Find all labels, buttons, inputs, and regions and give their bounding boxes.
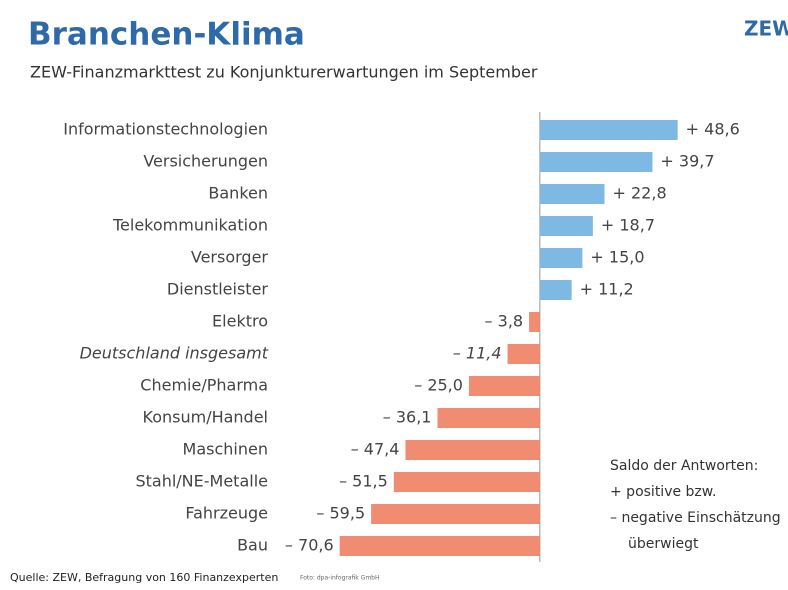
value-label: + 48,6 — [686, 120, 740, 139]
category-label: Deutschland insgesamt — [80, 344, 269, 363]
value-label: + 39,7 — [660, 152, 714, 171]
annotation: – negative Einschätzung — [610, 510, 781, 526]
category-label: Informationstechnologien — [63, 120, 268, 139]
bar — [539, 248, 583, 268]
value-label: + 22,8 — [613, 184, 667, 203]
category-label: Stahl/NE-Metalle — [135, 472, 268, 491]
bar — [405, 440, 540, 460]
value-label: – 36,1 — [383, 408, 432, 427]
annotation: überwiegt — [628, 536, 699, 552]
value-label: + 15,0 — [590, 248, 644, 267]
value-label: – 11,4 — [453, 344, 502, 363]
logo: ZEW — [744, 17, 788, 41]
value-label: – 70,6 — [285, 536, 334, 555]
value-label: – 51,5 — [339, 472, 388, 491]
bar — [539, 120, 678, 140]
chart-subtitle: ZEW-Finanzmarkttest zu Konjunkturerwartu… — [30, 63, 538, 82]
category-label: Versicherungen — [143, 152, 268, 171]
bar — [339, 536, 540, 556]
chart-title: Branchen-Klima — [28, 17, 305, 53]
category-label: Maschinen — [183, 440, 268, 459]
value-label: + 11,2 — [580, 280, 634, 299]
category-label: Telekommunikation — [112, 216, 268, 235]
bar — [371, 504, 540, 524]
value-label: – 3,8 — [485, 312, 524, 331]
value-label: + 18,7 — [601, 216, 655, 235]
bar — [468, 376, 540, 396]
bar — [539, 280, 572, 300]
source: Quelle: ZEW, Befragung von 160 Finanzexp… — [10, 571, 278, 584]
bar — [539, 152, 653, 172]
category-label: Banken — [208, 184, 268, 203]
category-label: Bau — [237, 536, 268, 555]
bar — [529, 312, 540, 332]
bar — [507, 344, 540, 364]
bar — [393, 472, 540, 492]
category-label: Elektro — [212, 312, 268, 331]
category-label: Fahrzeuge — [185, 504, 268, 523]
credit: Foto: dpa-infografik GmbH — [300, 575, 380, 582]
value-label: – 25,0 — [414, 376, 463, 395]
bar — [539, 184, 605, 204]
value-label: – 47,4 — [351, 440, 400, 459]
category-label: Chemie/Pharma — [140, 376, 268, 395]
annotation: + positive bzw. — [610, 484, 716, 500]
value-label: – 59,5 — [316, 504, 365, 523]
category-label: Dienstleister — [167, 280, 269, 299]
annotation: Saldo der Antworten: — [610, 458, 758, 474]
category-label: Konsum/Handel — [143, 408, 269, 427]
bar — [437, 408, 540, 428]
bar — [539, 216, 593, 236]
category-label: Versorger — [191, 248, 269, 267]
